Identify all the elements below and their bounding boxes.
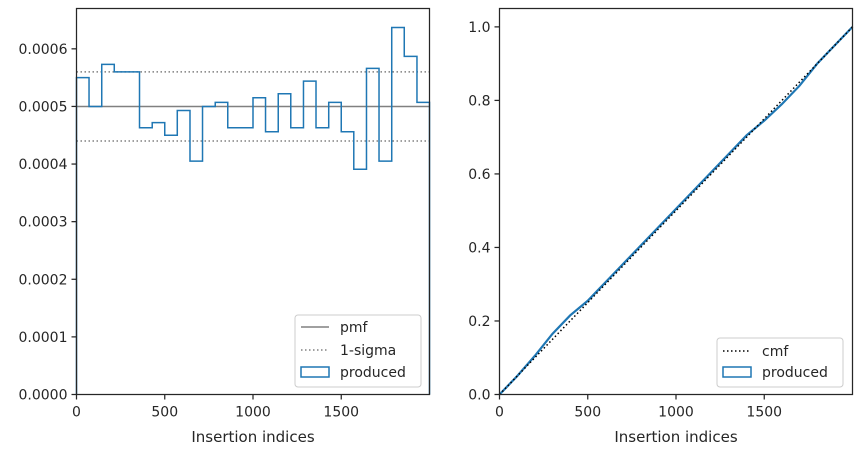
pmf-y-tick-label: 0.0004 — [19, 157, 68, 173]
cmf-line — [498, 26, 854, 396]
cmf-x-axis-label: Insertion indices — [614, 428, 737, 446]
cmf-y-tick-label: 1.0 — [468, 20, 490, 36]
produced-cumulative-series — [498, 26, 854, 396]
pmf-legend-produced-swatch — [300, 366, 330, 378]
cmf-axes-frame — [498, 7, 854, 396]
cmf-x-tick-label: 1000 — [658, 405, 694, 421]
pmf-x-tick-label: 500 — [151, 405, 178, 421]
cmf-legend-cmf-label: cmf — [762, 344, 789, 360]
pmf-y-tick-label: 0.0005 — [19, 99, 68, 115]
cmf-y-tick-label: 0.8 — [468, 93, 490, 109]
cmf-y-tick-label: 0.4 — [468, 240, 490, 256]
pmf-legend-pmf-label: pmf — [340, 320, 369, 336]
pmf-legend: pmf 1-sigma produced — [294, 314, 422, 388]
pmf-x-ticks: 0 500 1000 1500 — [72, 394, 359, 421]
cmf-legend-produced-label: produced — [762, 365, 828, 381]
pmf-legend-produced-label: produced — [340, 365, 406, 381]
pmf-y-tick-label: 0.0000 — [19, 388, 68, 404]
cmf-panel: 0 500 1000 1500 0.0 0.2 0.4 0.6 0.8 1.0 Insertio… — [468, 7, 854, 446]
pmf-x-tick-label: 0 — [72, 405, 81, 421]
cmf-y-tick-label: 0.6 — [468, 167, 490, 183]
cmf-x-ticks: 0 500 1000 1500 — [495, 394, 782, 421]
cmf-y-ticks: 0.0 0.2 0.4 0.6 0.8 1.0 — [468, 20, 500, 404]
cmf-plot-content — [498, 26, 854, 396]
cmf-y-tick-label: 0.2 — [468, 314, 490, 330]
cmf-y-tick-label: 0.0 — [468, 388, 490, 404]
pmf-y-tick-label: 0.0006 — [19, 42, 68, 58]
pmf-legend-box — [294, 314, 422, 388]
pmf-x-tick-label: 1500 — [323, 405, 359, 421]
pmf-y-tick-label: 0.0002 — [19, 272, 68, 288]
pmf-y-tick-label: 0.0003 — [19, 215, 68, 231]
cmf-x-tick-label: 500 — [574, 405, 601, 421]
pmf-y-tick-label: 0.0001 — [19, 330, 68, 346]
pmf-y-ticks: 0.0000 0.0001 0.0002 0.0003 0.0004 0.0005 0.00… — [19, 42, 77, 404]
produced-step-series — [75, 26, 431, 395]
pmf-plot-content — [75, 26, 431, 395]
pmf-panel: 0 500 1000 1500 0.00000.00010.00020.00030.0… — [19, 7, 431, 446]
cmf-legend-produced-swatch — [722, 366, 752, 378]
pmf-x-tick-label: 1000 — [235, 405, 271, 421]
pmf-x-axis-label: Insertion indices — [191, 428, 314, 446]
cmf-x-tick-label: 0 — [495, 405, 504, 421]
cmf-x-tick-label: 1500 — [746, 405, 782, 421]
cmf-legend: cmf produced — [716, 337, 844, 388]
pmf-legend-sigma-label: 1-sigma — [340, 343, 396, 359]
